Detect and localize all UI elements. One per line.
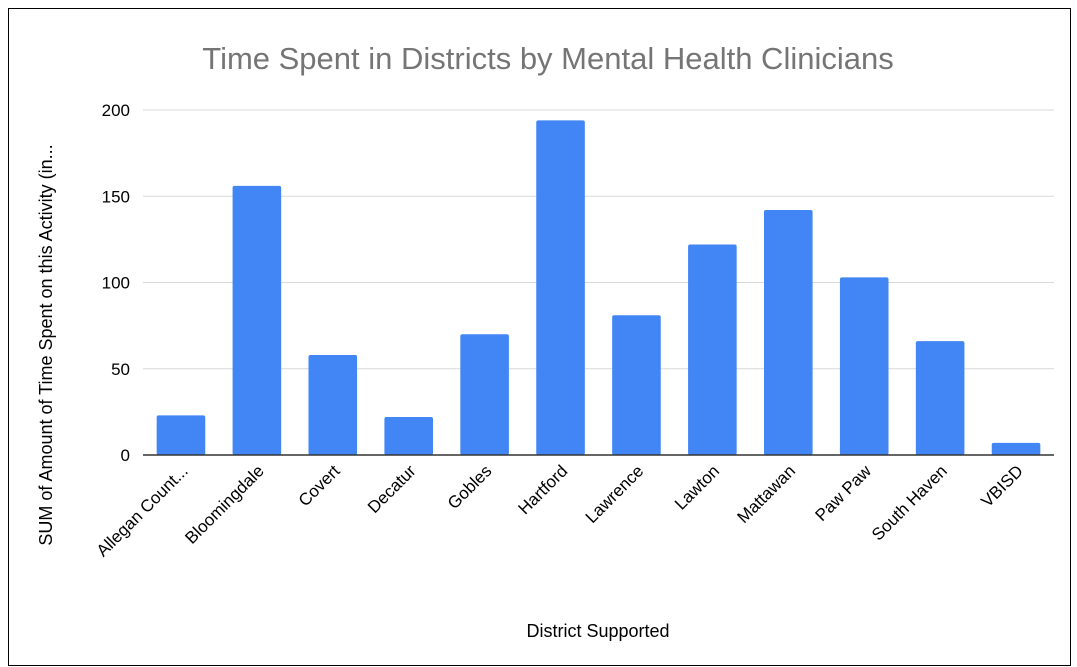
bar <box>612 315 661 455</box>
x-tick-label: Mattawan <box>734 461 800 527</box>
bars <box>156 120 1041 455</box>
y-tick-label: 100 <box>102 274 130 293</box>
y-axis-label: SUM of Amount of Time Spent on this Acti… <box>36 144 56 545</box>
chart-title: Time Spent in Districts by Mental Health… <box>202 41 893 76</box>
bar <box>536 120 585 455</box>
bar <box>915 341 965 455</box>
x-tick-label: Lawton <box>671 461 723 513</box>
bar <box>308 354 358 455</box>
bar <box>991 442 1041 455</box>
bar <box>763 210 813 455</box>
x-tick-label: South Haven <box>868 461 951 544</box>
x-tick-label: Lawrence <box>582 461 648 527</box>
x-tick-label: VBISD <box>977 461 1027 511</box>
y-tick-label: 200 <box>102 101 130 120</box>
x-tick-label: Gobles <box>444 461 496 513</box>
x-tick-label: Hartford <box>515 461 572 518</box>
x-axis-label: District Supported <box>526 621 669 641</box>
y-tick-labels: 0 50 100 150 200 <box>102 101 130 465</box>
gridlines <box>143 109 1054 370</box>
bar <box>156 415 206 455</box>
y-tick-label: 0 <box>121 446 130 465</box>
x-tick-label: Allegan Count... <box>93 461 192 560</box>
x-tick-label: Covert <box>295 461 344 510</box>
x-tick-label: Paw Paw <box>811 461 875 525</box>
y-tick-label: 50 <box>111 360 130 379</box>
y-tick-label: 150 <box>102 187 130 206</box>
x-tick-labels: Allegan Count...Bloomingdale Covert Decatu… <box>93 461 1027 560</box>
bar <box>384 417 434 455</box>
x-tick-label: Decatur <box>364 461 420 517</box>
bar <box>460 334 509 455</box>
x-tick-label: Bloomingdale <box>181 461 267 547</box>
bar <box>232 185 282 455</box>
bar <box>839 277 889 455</box>
bar <box>688 244 737 455</box>
